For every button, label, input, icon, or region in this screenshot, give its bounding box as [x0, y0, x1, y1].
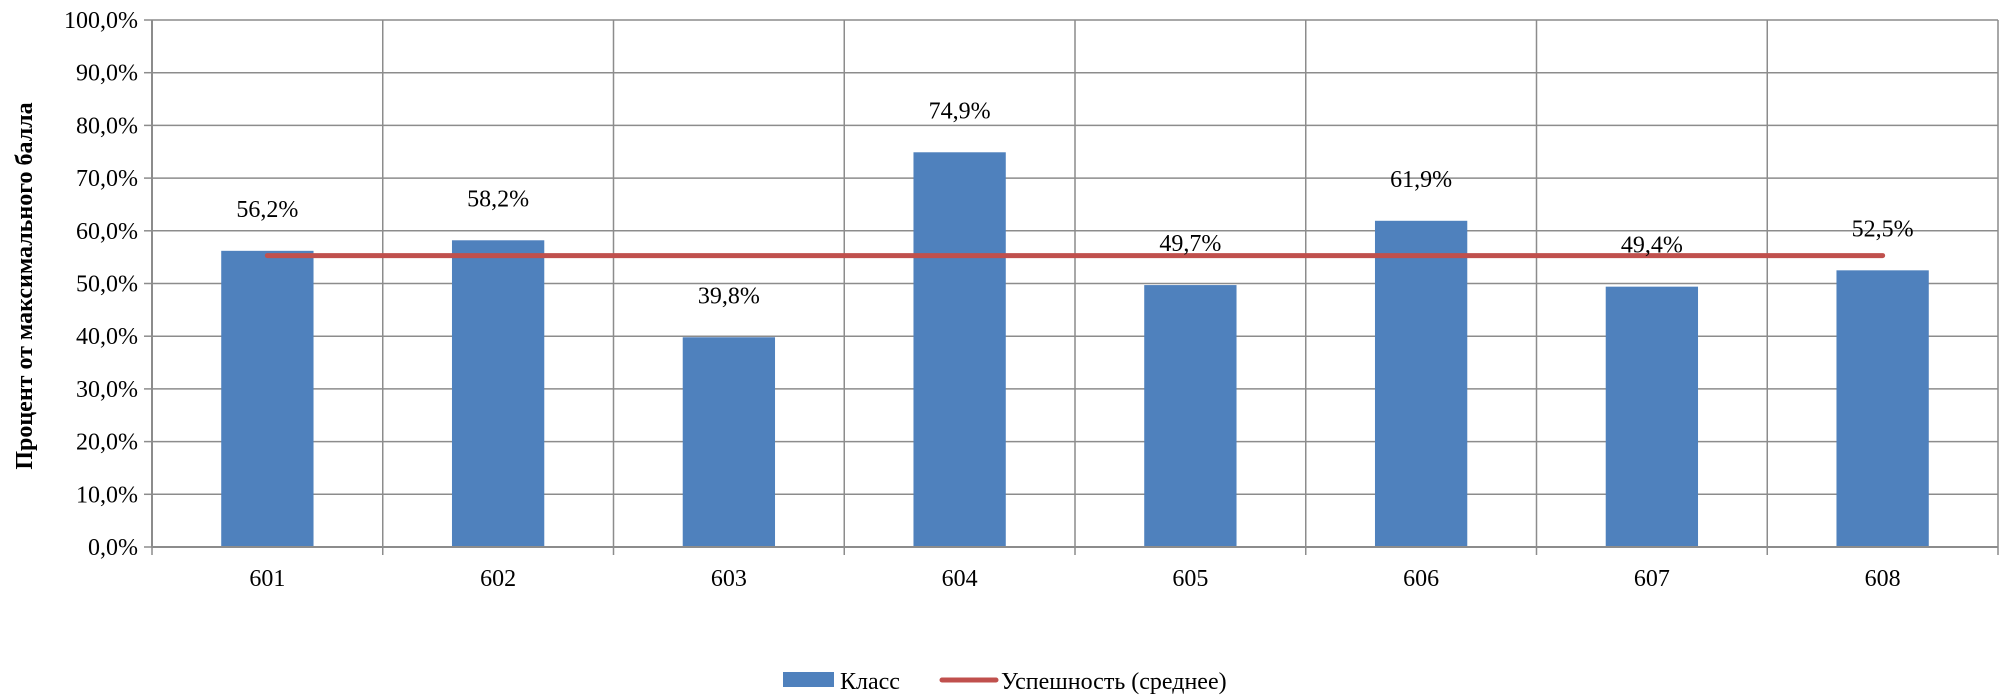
bar-604 — [913, 152, 1006, 548]
x-tick-label-603: 603 — [711, 566, 747, 592]
data-label-603: 39,8% — [698, 283, 760, 309]
y-tick-label: 40,0% — [76, 324, 138, 350]
bar-607 — [1605, 286, 1699, 547]
data-label-607: 49,4% — [1621, 233, 1683, 259]
bar-602 — [451, 240, 545, 547]
y-tick-label: 70,0% — [76, 166, 138, 192]
bar-608 — [1836, 270, 1929, 547]
y-tick-label: 90,0% — [76, 61, 138, 87]
x-tick-labels: 601 602 603 604 605 606 607 608 — [249, 566, 1900, 592]
data-label-601: 56,2% — [236, 197, 298, 223]
y-tick-label: 30,0% — [76, 377, 138, 403]
legend-swatch-bar — [783, 672, 834, 687]
data-label-606: 61,9% — [1390, 167, 1452, 193]
y-tick-label: 10,0% — [76, 482, 138, 508]
y-axis-title: Процент от максимального балла — [12, 102, 38, 469]
y-tick-label: 50,0% — [76, 272, 138, 298]
data-label-602: 58,2% — [467, 186, 529, 212]
y-tick-labels: 0,0% 10,0% 20,0% 30,0% 40,0% 50,0% 60,0% 70,0% 8… — [64, 8, 138, 561]
bar-601 — [221, 250, 314, 548]
bar-series — [221, 152, 1929, 548]
y-tick-label: 80,0% — [76, 113, 138, 139]
data-label-605: 49,7% — [1159, 231, 1221, 257]
x-tick-label-602: 602 — [480, 566, 516, 592]
x-tick-label-608: 608 — [1865, 566, 1901, 592]
data-labels: 56,2% 58,2% 39,8% 74,9% 49,7% 61,9% 49,4% 52,5% — [236, 98, 1913, 309]
bar-605 — [1144, 285, 1237, 547]
data-label-604: 74,9% — [929, 98, 991, 124]
legend: Класс Успешность (среднее) — [783, 669, 1227, 695]
y-tick-label: 100,0% — [64, 8, 138, 34]
y-tick-label: 60,0% — [76, 219, 138, 245]
legend-label-bar: Класс — [840, 669, 900, 695]
y-tick-label: 20,0% — [76, 430, 138, 456]
x-tick-label-606: 606 — [1403, 566, 1439, 592]
bar-603 — [682, 337, 776, 547]
x-tick-label-607: 607 — [1634, 566, 1670, 592]
x-tick-label-601: 601 — [249, 566, 285, 592]
x-tick-label-605: 605 — [1172, 566, 1208, 592]
bar-606 — [1374, 220, 1468, 548]
data-label-608: 52,5% — [1852, 216, 1914, 242]
x-tick-label-604: 604 — [942, 566, 978, 592]
y-tick-label: 0,0% — [88, 535, 138, 561]
grid — [151, 19, 1999, 555]
axes — [144, 19, 1998, 548]
legend-label-line: Успешность (среднее) — [1001, 669, 1227, 695]
